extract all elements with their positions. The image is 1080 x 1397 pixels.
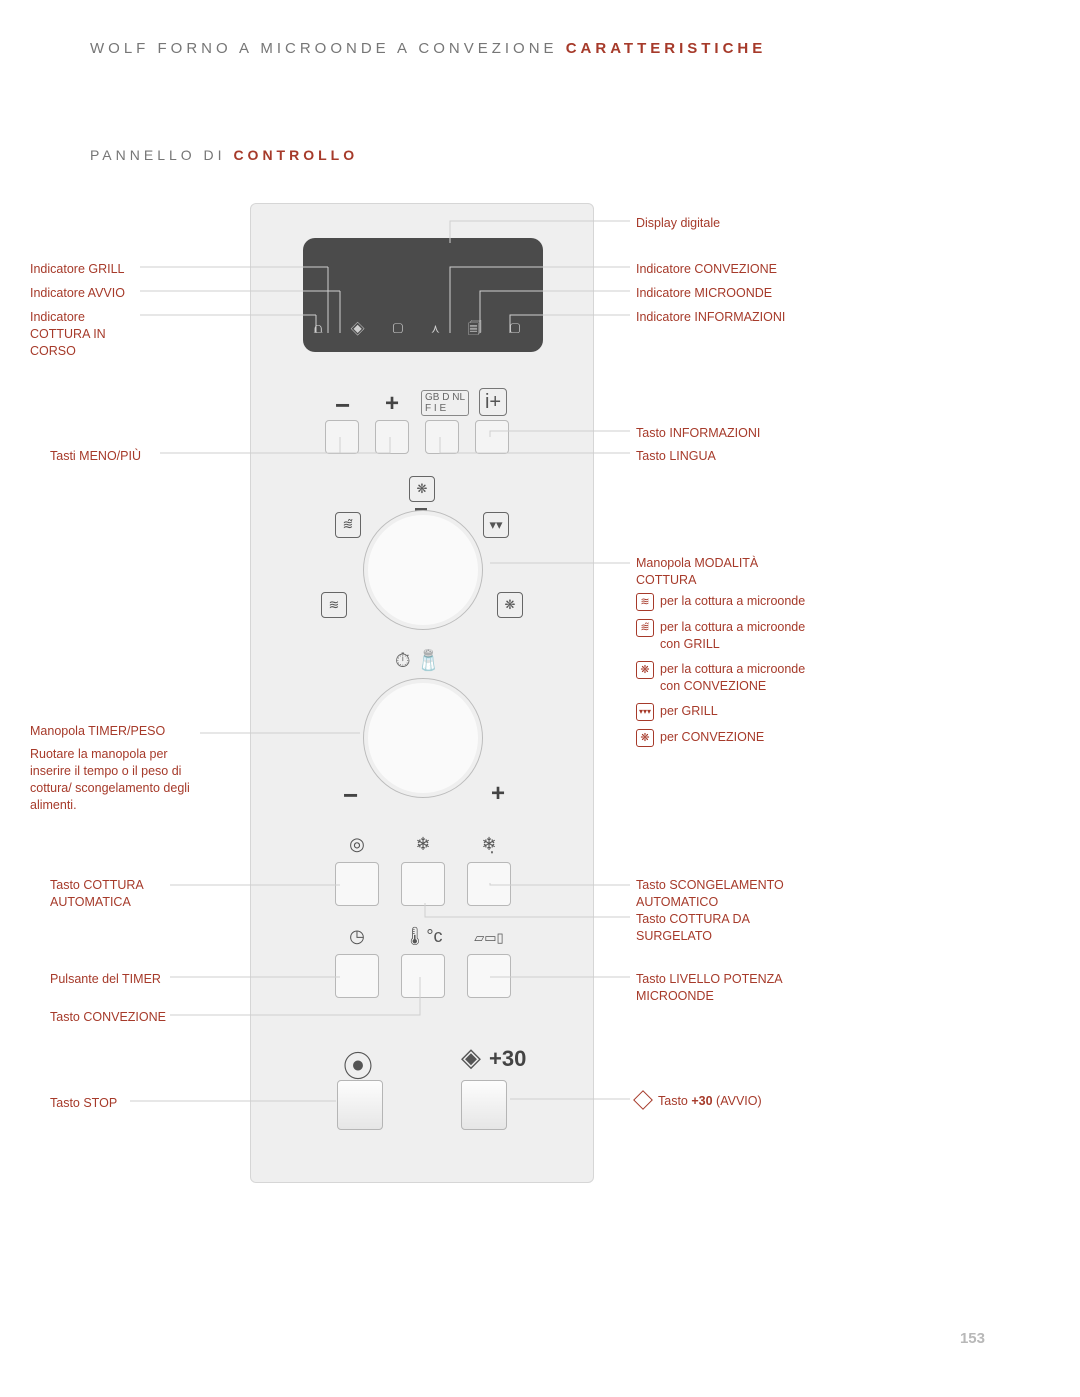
mode-icon-microwave: ≋ [321, 592, 347, 618]
info-button[interactable] [475, 420, 509, 454]
clock-icon: ◷ [335, 926, 379, 947]
label-info-btn: Tasto INFORMAZIONI [636, 425, 760, 442]
timer-icon: ⏱ 🧂 [395, 648, 441, 673]
display-indicator-row: ⩍ ◈ ▢ ⋏ 🗐 ▢ [303, 318, 543, 342]
header-prefix: WOLF FORNO A MICROONDE A CONVEZIONE [90, 40, 566, 57]
page-number: 153 [960, 1330, 985, 1347]
convection-temp-button[interactable] [401, 954, 445, 998]
label-timer-btn: Pulsante del TIMER [50, 971, 161, 988]
label-meno-piu: Tasti MENO/PIÙ [50, 448, 141, 465]
mode-icon-top: ❋ [409, 476, 435, 502]
section-accent: CONTROLLO [233, 147, 358, 163]
mode-icon-grill-mw: ≋̃ [335, 512, 361, 538]
legend-block: ≋per la cottura a microonde ≋̃per la cot… [636, 593, 806, 755]
label-convection-ind: Indicatore CONVEZIONE [636, 261, 777, 278]
page-header: WOLF FORNO A MICROONDE A CONVEZIONE CARA… [90, 40, 990, 57]
label-info-ind: Indicatore INFORMAZIONI [636, 309, 785, 326]
legend-icon-conv: ❋ [636, 729, 654, 747]
legend-conv: ❋per CONVEZIONE [636, 729, 806, 747]
mode-icon-grill: ▾▾ [483, 512, 509, 538]
legend-mw-grill: ≋̃per la cottura a microonde con GRILL [636, 619, 806, 653]
autocook-button[interactable] [335, 862, 379, 906]
control-panel-diagram: ⩍ ◈ ▢ ⋏ 🗐 ▢ − + GB D NLF I E i+ ❋ ≋̃ ▾▾ … [90, 203, 990, 1223]
start-plus30-button[interactable] [461, 1080, 507, 1130]
label-indicator-grill: Indicatore GRILL [30, 261, 125, 278]
section-prefix: PANNELLO DI [90, 147, 233, 163]
label-stop: Tasto STOP [50, 1095, 117, 1112]
label-display: Display digitale [636, 215, 720, 232]
frozen-icon: ❄ [401, 834, 445, 855]
mode-icon-convection: ❋ [497, 592, 523, 618]
label-mode-knob: Manopola MODALITÀ COTTURA [636, 555, 758, 589]
label-scongel: Tasto SCONGELAMENTO AUTOMATICO [636, 877, 784, 911]
plus-label: + [385, 390, 399, 418]
plus30-text: +30 [489, 1046, 526, 1072]
start-icon [633, 1090, 653, 1110]
label-microwave-ind: Indicatore MICROONDE [636, 285, 772, 302]
language-icon: GB D NLF I E [421, 390, 469, 416]
autocook-icon: ◎ [335, 834, 379, 855]
minus-button[interactable] [325, 420, 359, 454]
label-timer-peso: Manopola TIMER/PESO Ruotare la manopola … [30, 723, 200, 813]
label-plus30: Tasto +30 (AVVIO) [636, 1093, 762, 1110]
conv-temp-icon: 🌡°ᴄ [401, 926, 445, 947]
power-level-button[interactable] [467, 954, 511, 998]
label-lingua: Tasto LINGUA [636, 448, 716, 465]
frozen-button[interactable] [401, 862, 445, 906]
legend-icon-microwave: ≋ [636, 593, 654, 611]
timer-dial[interactable] [363, 678, 483, 798]
legend-icon-grill: ▾▾▾ [636, 703, 654, 721]
defrost-icon: ❄̣ [467, 834, 511, 855]
digital-display: ⩍ ◈ ▢ ⋏ 🗐 ▢ [303, 238, 543, 352]
start-diamond-icon: ◈ [461, 1042, 481, 1073]
power-level-icon: ▱▭▯ [467, 930, 511, 946]
section-title: PANNELLO DI CONTROLLO [90, 147, 990, 163]
mode-dial[interactable] [363, 510, 483, 630]
header-accent: CARATTERISTICHE [566, 40, 767, 57]
label-convezione: Tasto CONVEZIONE [50, 1009, 166, 1026]
legend-icon-mw-grill: ≋̃ [636, 619, 654, 637]
label-cottura-auto: Tasto COTTURA AUTOMATICA [50, 877, 144, 911]
legend-mw-conv: ❋per la cottura a microonde con CONVEZIO… [636, 661, 806, 695]
stop-button[interactable] [337, 1080, 383, 1130]
legend-icon-mw-conv: ❋ [636, 661, 654, 679]
timer-minus: − [343, 780, 358, 811]
label-potenza: Tasto LIVELLO POTENZA MICROONDE [636, 971, 783, 1005]
minus-label: − [335, 390, 350, 421]
control-panel: ⩍ ◈ ▢ ⋏ 🗐 ▢ − + GB D NLF I E i+ ❋ ≋̃ ▾▾ … [250, 203, 594, 1183]
defrost-button[interactable] [467, 862, 511, 906]
label-surgelato: Tasto COTTURA DA SURGELATO [636, 911, 750, 945]
label-indicator-avvio: Indicatore AVVIO [30, 285, 125, 302]
timer-plus: + [491, 780, 505, 808]
legend-microwave: ≋per la cottura a microonde [636, 593, 806, 611]
timer-button[interactable] [335, 954, 379, 998]
legend-grill: ▾▾▾per GRILL [636, 703, 806, 721]
plus-button[interactable] [375, 420, 409, 454]
label-indicator-cottura: Indicatore COTTURA IN CORSO [30, 309, 106, 360]
language-button[interactable] [425, 420, 459, 454]
info-icon: i+ [479, 388, 507, 416]
